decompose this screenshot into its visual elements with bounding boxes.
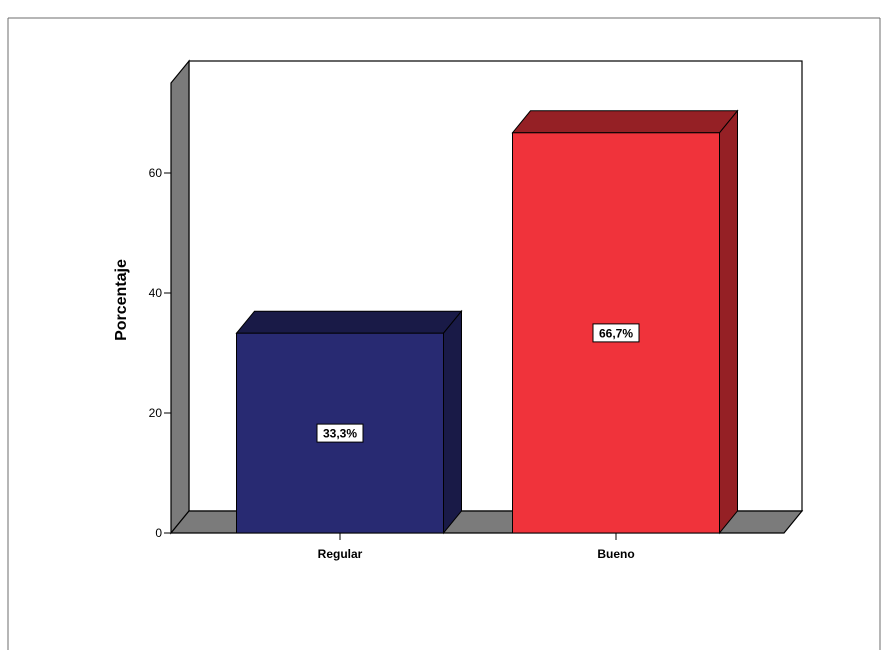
bars: 33,3% 66,7% (235, 109, 739, 535)
x-tick-label: Bueno (597, 547, 634, 561)
x-tick-label: Regular (318, 547, 363, 561)
data-label: 33,3% (323, 427, 357, 441)
y-tick-label: 20 (149, 406, 163, 420)
bar-regular: 33,3% (235, 309, 463, 535)
bar-side-face (443, 309, 462, 535)
y-axis: 0 20 40 60 (149, 83, 172, 540)
bar-bueno: 66,7% (511, 109, 739, 535)
left-wall (170, 59, 190, 535)
y-tick-label: 60 (149, 166, 163, 180)
y-axis-title: Porcentaje (113, 259, 130, 341)
bar-side-face (719, 109, 738, 535)
data-label: 66,7% (599, 326, 633, 340)
y-tick-label: 0 (155, 526, 162, 540)
data-label-box (316, 423, 364, 443)
y-tick-label: 40 (149, 286, 163, 300)
data-label-box (592, 323, 640, 343)
bar-top-face (511, 110, 739, 134)
x-axis: Regular Bueno (318, 533, 635, 561)
bar-top-face (235, 310, 463, 334)
chart-border (7, 17, 881, 650)
